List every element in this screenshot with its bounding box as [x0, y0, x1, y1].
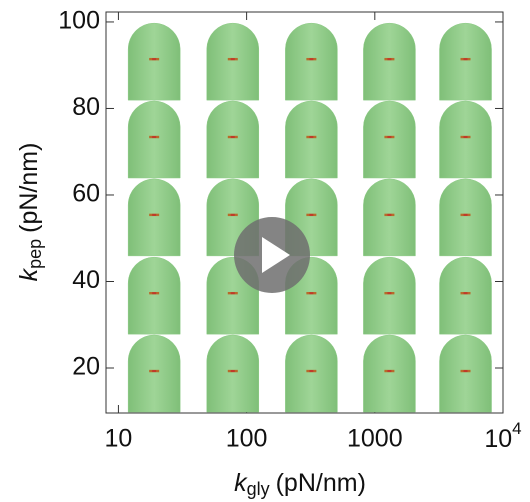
capsule-core-center: [152, 58, 156, 60]
capsule: [440, 257, 492, 334]
capsule: [440, 179, 492, 256]
capsule-core-center: [309, 292, 313, 294]
capsule-core-center: [309, 136, 313, 138]
capsule: [363, 179, 415, 256]
y-tick-label: 40: [72, 266, 100, 294]
y-subscript: pep: [25, 239, 45, 269]
capsule-body: [440, 335, 492, 412]
capsule-body: [440, 23, 492, 100]
capsule: [363, 23, 415, 100]
capsule-core-center: [464, 136, 468, 138]
capsule: [363, 257, 415, 334]
x-unit: (pN/nm): [276, 469, 366, 497]
capsule: [128, 335, 180, 412]
capsule-core-center: [309, 370, 313, 372]
x-tick-exponent: 4: [512, 419, 521, 438]
x-tick-label: 1000: [347, 425, 403, 453]
capsule-body: [363, 23, 415, 100]
capsule: [363, 101, 415, 178]
capsule-core-center: [309, 58, 313, 60]
capsule: [285, 23, 337, 100]
capsule: [207, 101, 259, 178]
capsule-core-center: [464, 292, 468, 294]
capsule-body: [128, 257, 180, 334]
capsule-core-center: [231, 214, 235, 216]
capsule-core-center: [464, 214, 468, 216]
y-tick-label: 60: [72, 180, 100, 208]
capsule: [363, 335, 415, 412]
capsule-core-center: [387, 58, 391, 60]
capsule-core-center: [152, 214, 156, 216]
page: {"chart_data": {"type": "image-grid", "x…: [0, 0, 530, 502]
capsule-body: [285, 335, 337, 412]
capsule-body: [440, 101, 492, 178]
capsule-body: [128, 23, 180, 100]
y-tick-label: 100: [58, 7, 100, 35]
capsule-body: [128, 101, 180, 178]
capsule-core-center: [387, 370, 391, 372]
capsule: [440, 23, 492, 100]
capsule-core-center: [231, 136, 235, 138]
capsule-body: [285, 101, 337, 178]
y-tick-label: 80: [72, 93, 100, 121]
capsule-body: [363, 179, 415, 256]
play-button[interactable]: [234, 217, 310, 293]
capsule: [128, 101, 180, 178]
capsule-body: [363, 335, 415, 412]
capsule: [285, 101, 337, 178]
capsule: [440, 101, 492, 178]
capsule-body: [363, 257, 415, 334]
chart: 10100100010420406080100 kgly(pN/nm) kpep…: [0, 0, 530, 502]
y-unit: (pN/nm): [15, 143, 43, 233]
capsule-body: [440, 179, 492, 256]
x-tick-label: 10: [105, 425, 133, 453]
capsule-core-center: [464, 370, 468, 372]
x-tick-label: 100: [226, 425, 268, 453]
capsule-body: [207, 23, 259, 100]
capsule-core-center: [464, 58, 468, 60]
capsule-body: [285, 23, 337, 100]
capsule: [128, 23, 180, 100]
y-axis-title: kpep(pN/nm): [15, 143, 45, 282]
capsule: [207, 23, 259, 100]
capsule-body: [207, 101, 259, 178]
capsule-body: [128, 179, 180, 256]
capsule-core-center: [152, 292, 156, 294]
capsule-core-center: [387, 292, 391, 294]
x-subscript: gly: [247, 479, 270, 499]
capsule: [285, 335, 337, 412]
y-tick-label: 20: [72, 353, 100, 381]
capsule: [128, 179, 180, 256]
x-axis-title: kgly(pN/nm): [234, 469, 366, 499]
capsule-body: [207, 335, 259, 412]
capsule: [207, 335, 259, 412]
capsule-core-center: [231, 58, 235, 60]
capsule-core-center: [309, 214, 313, 216]
capsule-body: [440, 257, 492, 334]
capsule-core-center: [231, 292, 235, 294]
capsule-core-center: [152, 370, 156, 372]
capsule-body: [128, 335, 180, 412]
capsule: [128, 257, 180, 334]
x-tick-base: 10: [484, 425, 512, 453]
capsule-core-center: [231, 370, 235, 372]
capsule-core-center: [152, 136, 156, 138]
capsule-body: [363, 101, 415, 178]
capsule-core-center: [387, 136, 391, 138]
capsule-core-center: [387, 214, 391, 216]
capsule: [440, 335, 492, 412]
x-tick-label: 104: [484, 419, 521, 452]
